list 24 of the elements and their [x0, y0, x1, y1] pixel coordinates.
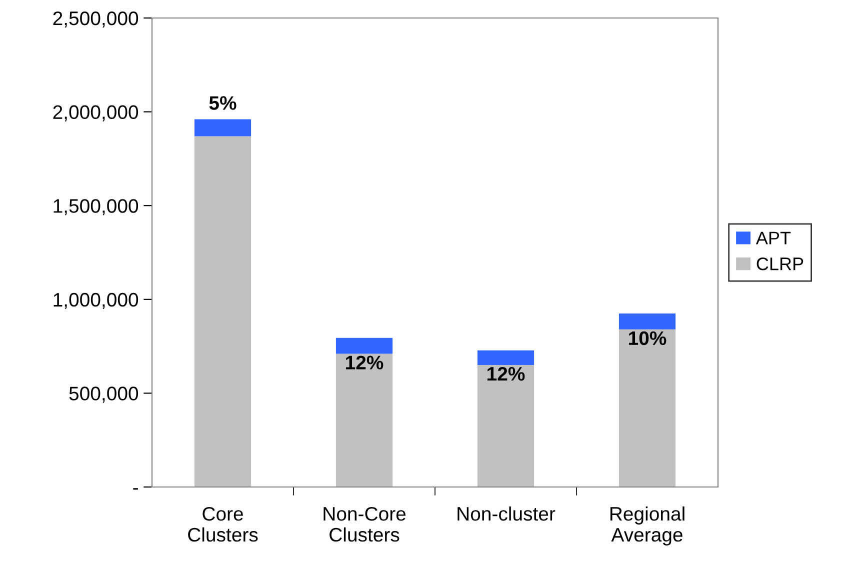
x-tick-label: Regional Average: [610, 506, 684, 546]
x-tick-label: Non-cluster: [458, 506, 556, 521]
y-tick-label: -: [133, 488, 138, 490]
x-tick-label: Core Clusters: [188, 506, 258, 542]
y-tick-label: 1,500,000: [54, 199, 138, 216]
annotation: 5%: [209, 96, 236, 110]
bar: [477, 365, 534, 487]
annotation: 12%: [488, 366, 525, 381]
legend-label: APT: [756, 232, 791, 244]
y-tick-label: 2,500,000: [53, 11, 138, 28]
bar: [618, 329, 676, 487]
bar: [477, 350, 534, 366]
y-tick-label: 1,000,000: [54, 292, 138, 309]
annotation: 12%: [346, 356, 384, 370]
bar: [618, 313, 676, 330]
y-tick-label: 500,000: [69, 386, 138, 403]
y-tick-label: 2,000,000: [53, 105, 138, 122]
bar: [336, 354, 393, 487]
bar: [336, 338, 393, 354]
annotation: 10%: [629, 331, 666, 346]
bar: [194, 119, 252, 136]
bar: [194, 136, 252, 487]
x-tick-label: Non-Core Clusters: [324, 506, 406, 542]
legend-label: CLRP: [756, 257, 804, 270]
